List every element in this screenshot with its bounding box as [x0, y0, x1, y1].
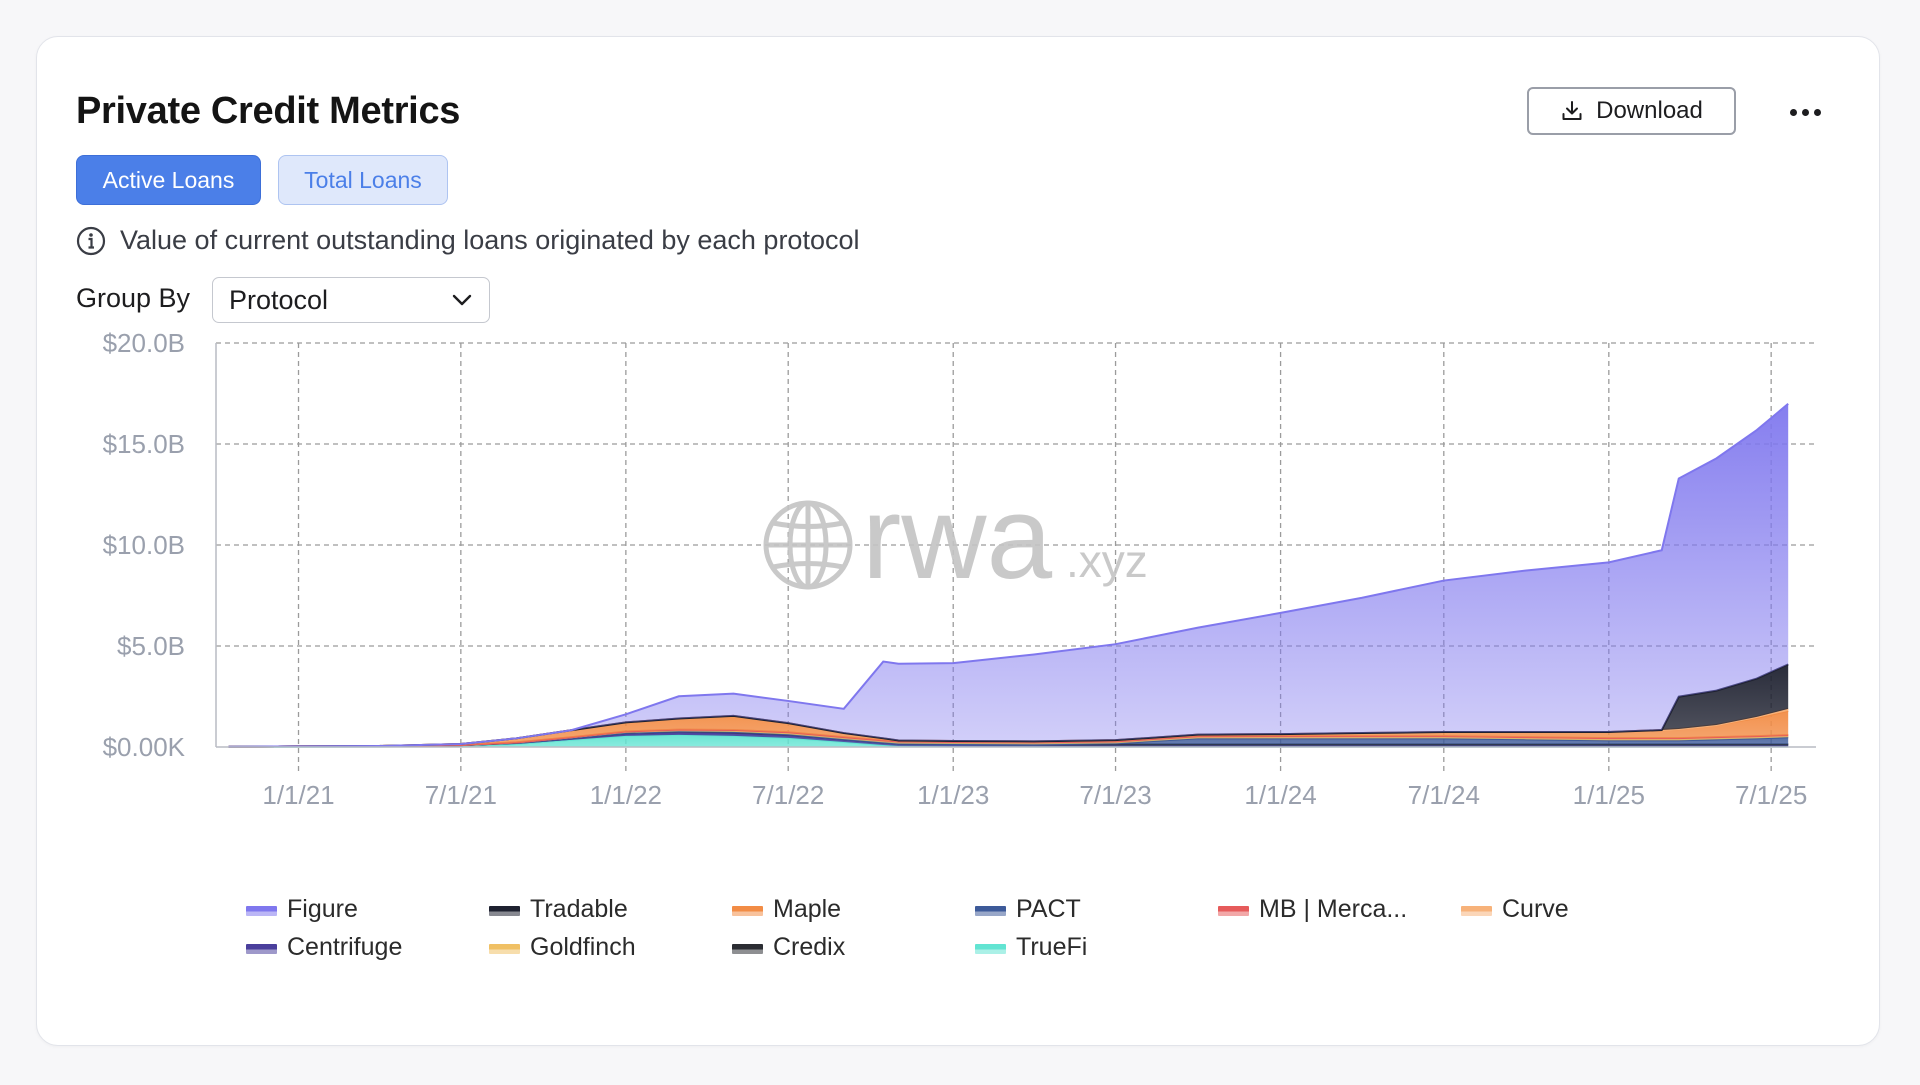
legend-swatch [975, 944, 1006, 954]
tab-total-loans[interactable]: Total Loans [278, 155, 448, 205]
legend-label: Centrifuge [287, 932, 403, 961]
y-tick-label: $0.00K [103, 732, 186, 762]
more-dot-icon [1801, 108, 1809, 116]
legend-item-credix[interactable]: Credix [732, 933, 975, 961]
x-tick-label: 7/1/21 [425, 780, 497, 810]
legend-item-centrifuge[interactable]: Centrifuge [246, 933, 489, 961]
legend-swatch [246, 944, 277, 954]
legend-swatch [732, 906, 763, 916]
legend-swatch [1461, 906, 1492, 916]
legend-item-goldfinch[interactable]: Goldfinch [489, 933, 732, 961]
legend-swatch [489, 906, 520, 916]
watermark-suffix: .xyz [1066, 535, 1148, 587]
legend-label: Credix [773, 932, 846, 961]
y-tick-label: $5.0B [117, 631, 185, 661]
legend-swatch [732, 944, 763, 954]
legend-item-truefi[interactable]: TrueFi [975, 933, 1218, 961]
legend-item-mb-merca[interactable]: MB | Merca... [1218, 895, 1461, 923]
legend-item-tradable[interactable]: Tradable [489, 895, 732, 923]
download-label: Download [1596, 97, 1703, 124]
legend-swatch [975, 906, 1006, 916]
legend-label: Goldfinch [530, 932, 636, 961]
more-dot-icon [1813, 108, 1821, 116]
axes: $0.00K $5.0B $10.0B $15.0B $20.0B 1/1/21 7/1/2… [103, 328, 1816, 810]
group-by-select[interactable]: Protocol [212, 277, 490, 323]
line-figure [228, 403, 1789, 748]
x-tick-label: 7/1/23 [1079, 780, 1151, 810]
area-pact [228, 731, 1789, 747]
area-truefi [228, 734, 1789, 747]
download-button[interactable]: Download [1527, 87, 1736, 135]
chevron-down-icon [452, 294, 472, 306]
info-text: Value of current outstanding loans origi… [120, 225, 860, 255]
area-goldfinch [228, 729, 1789, 747]
watermark-text: rwa [862, 472, 1053, 604]
x-tick-label: 1/1/21 [262, 780, 334, 810]
info-icon [76, 226, 106, 255]
legend-item-maple[interactable]: Maple [732, 895, 975, 923]
group-by-label: Group By [76, 283, 191, 313]
x-tick-label: 1/1/23 [917, 780, 989, 810]
legend-label: Tradable [530, 894, 628, 923]
y-tick-label: $10.0B [103, 530, 185, 560]
area-figure [228, 403, 1789, 747]
legend: Figure Tradable Maple PACT MB | Merca... Curv… [246, 895, 1646, 961]
y-tick-label: $15.0B [103, 429, 185, 459]
page-title: Private Credit Metrics [76, 90, 461, 132]
x-tick-label: 1/1/25 [1573, 780, 1645, 810]
area-centrifuge [228, 732, 1789, 747]
download-icon [1562, 101, 1582, 120]
tab-active-loans[interactable]: Active Loans [76, 155, 261, 205]
watermark: rwa .xyz [763, 472, 1148, 604]
legend-item-curve[interactable]: Curve [1461, 895, 1704, 923]
legend-item-figure[interactable]: Figure [246, 895, 489, 923]
x-tick-label: 7/1/24 [1408, 780, 1480, 810]
group-by-value: Protocol [229, 284, 329, 315]
chart-description: Value of current outstanding loans origi… [76, 225, 859, 256]
legend-swatch [489, 944, 520, 954]
globe-logo-icon [763, 500, 853, 590]
x-tick-label: 7/1/25 [1735, 780, 1807, 810]
legend-label: PACT [1016, 894, 1081, 923]
legend-swatch [246, 906, 277, 916]
legend-item-pact[interactable]: PACT [975, 895, 1218, 923]
more-options-button[interactable] [1782, 92, 1828, 132]
legend-label: Curve [1502, 894, 1569, 923]
x-tick-label: 1/1/22 [590, 780, 662, 810]
more-dot-icon [1789, 108, 1797, 116]
legend-swatch [1218, 906, 1249, 916]
y-tick-label: $20.0B [103, 328, 185, 358]
x-tick-label: 1/1/24 [1244, 780, 1316, 810]
legend-label: Maple [773, 894, 842, 923]
legend-label: MB | Merca... [1259, 894, 1408, 923]
legend-label: TrueFi [1016, 932, 1088, 961]
x-tick-label: 7/1/22 [752, 780, 824, 810]
legend-label: Figure [287, 894, 358, 923]
